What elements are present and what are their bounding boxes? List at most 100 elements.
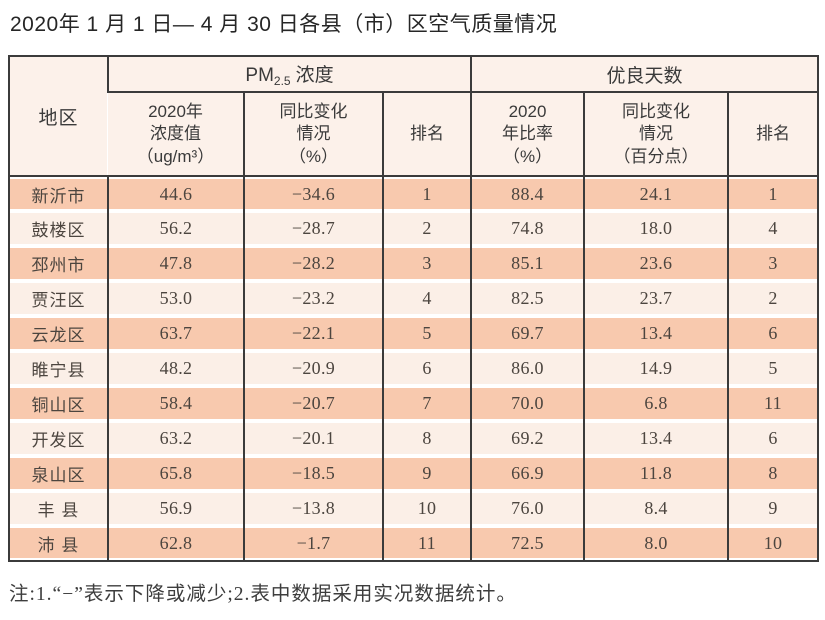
region-cell: 云龙区	[9, 316, 108, 352]
days-change-cell: 8.0	[583, 526, 729, 562]
region-cell: 丰 县	[9, 491, 108, 527]
days-rank-cell: 5	[727, 351, 819, 387]
pm-subscript: 2.5	[273, 74, 291, 89]
column-header-pm-change: 同比变化 情况 （%）	[243, 92, 383, 178]
pm-rank-cell: 11	[381, 526, 472, 562]
pm-rank-cell: 8	[381, 421, 472, 457]
header-line: （%）	[502, 146, 553, 166]
group-header-good-days: 优良天数	[470, 56, 819, 94]
page-title: 2020年 1 月 1 日— 4 月 30 日各县（市）区空气质量情况	[10, 13, 558, 36]
region-cell: 开发区	[9, 421, 108, 457]
air-quality-table: 地区 PM2.5 浓度 优良天数 2020年 浓度值 （ug/m³） 同比变化 情…	[8, 55, 820, 563]
days-rank-cell: 6	[727, 421, 819, 457]
pm-prefix: PM	[245, 65, 274, 87]
pm-change-cell: −22.1	[243, 316, 383, 352]
days-rank-cell: 9	[727, 491, 819, 527]
days-rate-cell: 88.4	[470, 176, 585, 212]
days-change-cell: 13.4	[583, 421, 729, 457]
days-change-cell: 6.8	[583, 386, 729, 422]
pm-value-cell: 56.2	[107, 211, 244, 247]
region-cell: 邳州市	[9, 246, 108, 282]
days-change-cell: 8.4	[583, 491, 729, 527]
pm-change-cell: −13.8	[243, 491, 383, 527]
region-cell: 睢宁县	[9, 351, 108, 387]
table-row: 沛 县 62.8 −1.7 11 72.5 8.0 10	[9, 526, 819, 562]
pm-value-cell: 48.2	[107, 351, 244, 387]
header-line: （%）	[288, 146, 339, 166]
days-rank-cell: 4	[727, 211, 819, 247]
header-line: 浓度值	[150, 124, 201, 144]
pm-rank-cell: 5	[381, 316, 472, 352]
pm-value-cell: 56.9	[107, 491, 244, 527]
table-row: 邳州市 47.8 −28.2 3 85.1 23.6 3	[9, 246, 819, 282]
region-cell: 泉山区	[9, 456, 108, 492]
group-header-pm25: PM2.5 浓度	[106, 56, 472, 94]
pm-change-cell: −28.7	[243, 211, 383, 247]
pm-rank-cell: 7	[381, 386, 472, 422]
table-row: 新沂市 44.6 −34.6 1 88.4 24.1 1	[9, 176, 819, 212]
days-rank-cell: 8	[727, 456, 819, 492]
region-cell: 鼓楼区	[9, 211, 108, 247]
days-change-cell: 13.4	[583, 316, 729, 352]
days-rank-cell: 11	[727, 386, 819, 422]
days-change-cell: 24.1	[583, 176, 729, 212]
footnote: 注:1.“−”表示下降或减少;2.表中数据采用实况数据统计。	[9, 584, 517, 606]
pm-value-cell: 63.2	[107, 421, 244, 457]
days-change-cell: 18.0	[583, 211, 729, 247]
days-rate-cell: 76.0	[470, 491, 585, 527]
days-rank-cell: 6	[727, 316, 819, 352]
table-header: 地区 PM2.5 浓度 优良天数 2020年 浓度值 （ug/m³） 同比变化 情…	[9, 56, 819, 178]
days-rank-cell: 3	[727, 246, 819, 282]
header-line: 同比变化	[279, 101, 348, 121]
days-change-cell: 23.7	[583, 281, 729, 317]
region-cell: 新沂市	[9, 176, 108, 212]
table-body: 新沂市 44.6 −34.6 1 88.4 24.1 1 鼓楼区 56.2 −2…	[9, 176, 819, 562]
pm-rank-cell: 2	[381, 211, 472, 247]
days-rate-cell: 69.7	[470, 316, 585, 352]
header-line: 同比变化	[622, 101, 691, 121]
pm-rank-cell: 6	[381, 351, 472, 387]
days-rate-cell: 66.9	[470, 456, 585, 492]
days-change-cell: 14.9	[583, 351, 729, 387]
pm-value-cell: 47.8	[107, 246, 244, 282]
header-line: 年比率	[502, 124, 554, 144]
days-change-cell: 11.8	[583, 456, 729, 492]
region-cell: 贾汪区	[9, 281, 108, 317]
days-change-cell: 23.6	[583, 246, 729, 282]
table-row: 云龙区 63.7 −22.1 5 69.7 13.4 6	[9, 316, 819, 352]
column-header-days-rate: 2020 年比率 （%）	[470, 92, 585, 178]
days-rate-cell: 85.1	[470, 246, 585, 282]
pm-rank-cell: 9	[381, 456, 472, 492]
header-line: 2020年	[148, 101, 203, 121]
pm-value-cell: 44.6	[107, 176, 244, 212]
days-rank-cell: 10	[727, 526, 819, 562]
group-header-row: 地区 PM2.5 浓度 优良天数	[9, 56, 819, 178]
pm-change-cell: −20.1	[243, 421, 383, 457]
pm-rank-cell: 3	[381, 246, 472, 282]
pm-value-cell: 65.8	[107, 456, 244, 492]
days-rate-cell: 74.8	[470, 211, 585, 247]
days-rate-cell: 86.0	[470, 351, 585, 387]
sub-header-row: 2020年 浓度值 （ug/m³） 同比变化 情况 （%） 排名 2020 年比…	[9, 92, 819, 178]
column-header-days-change: 同比变化 情况 （百分点）	[583, 92, 729, 178]
pm-rank-cell: 4	[381, 281, 472, 317]
table-row: 鼓楼区 56.2 −28.7 2 74.8 18.0 4	[9, 211, 819, 247]
pm-value-cell: 58.4	[107, 386, 244, 422]
days-rate-cell: 69.2	[470, 421, 585, 457]
header-line: 情况	[639, 124, 674, 144]
header-line: （百分点）	[613, 146, 699, 166]
days-rate-cell: 70.0	[470, 386, 585, 422]
pm-value-cell: 53.0	[107, 281, 244, 317]
column-header-days-rank: 排名	[727, 92, 819, 178]
pm-change-cell: −20.9	[243, 351, 383, 387]
pm-change-cell: −34.6	[243, 176, 383, 212]
days-rate-cell: 82.5	[470, 281, 585, 317]
pm-rank-cell: 10	[381, 491, 472, 527]
pm-change-cell: −23.2	[243, 281, 383, 317]
pm-change-cell: −18.5	[243, 456, 383, 492]
header-line: 情况	[296, 124, 331, 144]
pm-rank-cell: 1	[381, 176, 472, 212]
days-rank-cell: 2	[727, 281, 819, 317]
table-row: 丰 县 56.9 −13.8 10 76.0 8.4 9	[9, 491, 819, 527]
table-row: 睢宁县 48.2 −20.9 6 86.0 14.9 5	[9, 351, 819, 387]
